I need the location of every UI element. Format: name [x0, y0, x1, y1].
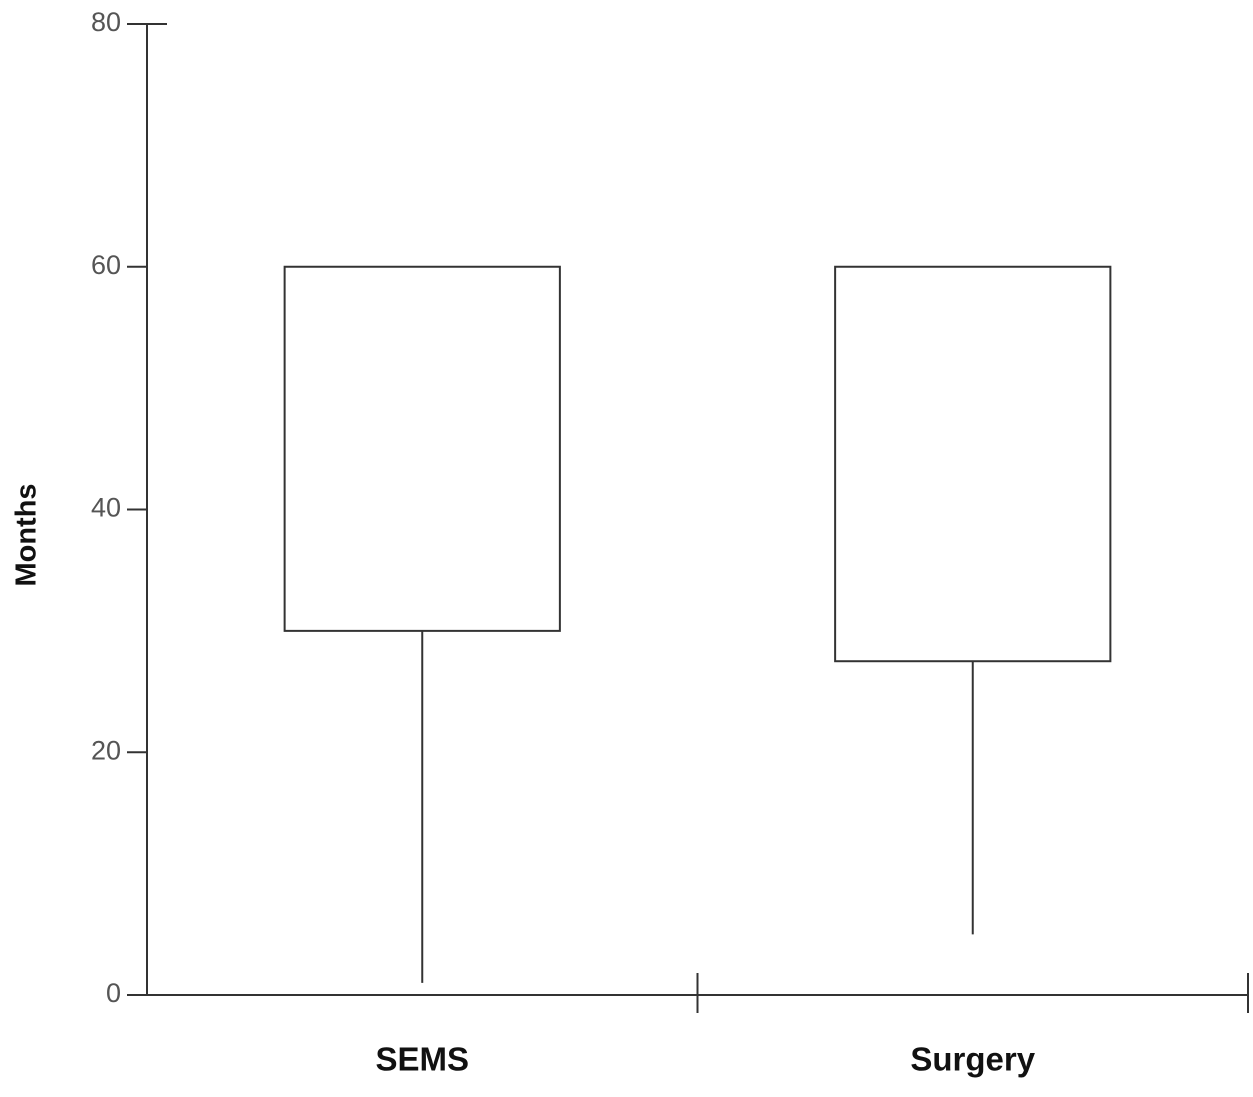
y-tick-label: 60: [91, 250, 121, 280]
y-tick-label: 0: [106, 978, 121, 1008]
y-tick-label: 20: [91, 735, 121, 765]
y-axis-label: Months: [11, 483, 43, 586]
y-tick-label: 80: [91, 7, 121, 37]
x-tick-label: SEMS: [375, 1041, 469, 1078]
box: [283, 265, 561, 632]
y-tick-label: 40: [91, 493, 121, 523]
x-tick-label: Surgery: [910, 1041, 1035, 1078]
box: [834, 265, 1112, 663]
